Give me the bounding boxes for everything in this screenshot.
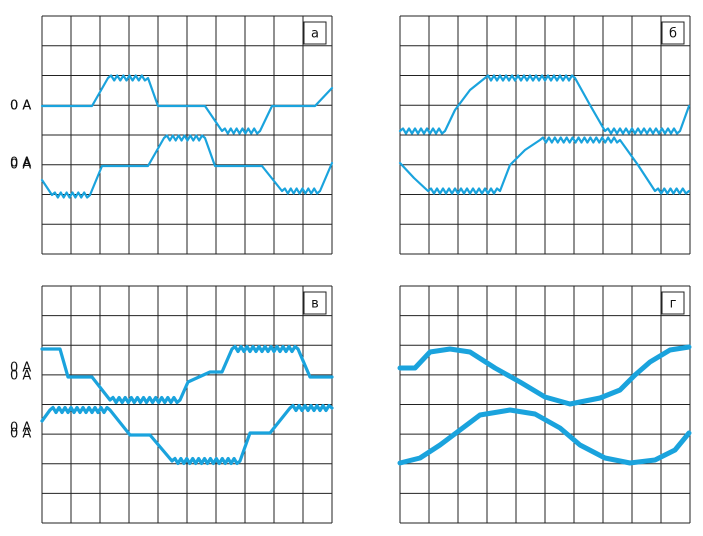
panel-label: в [311,297,319,312]
panel-label-box [303,21,327,45]
zero-label: 0 A [10,427,31,442]
panel-label: б [669,27,677,42]
panel-label-box [661,291,685,315]
scope-panel: а 0 A 0 A [10,15,334,255]
zero-label: 0 A [10,158,31,173]
waveform [398,136,691,195]
waveform [397,344,692,407]
zero-label: 0 A [10,99,31,114]
zero-label: 0 A [10,421,31,436]
waveform [398,74,691,135]
waveform [40,403,334,466]
panel-label-box [303,291,327,315]
waveform [40,344,334,405]
panel-label: а [311,27,319,42]
zero-label: 0 A [10,99,31,114]
waveform [397,407,692,466]
zero-label: 0 A [10,361,31,376]
scope-panel: б 0 A 0 A [10,15,691,255]
zero-label: 0 A [10,156,31,171]
panel-label-box [661,21,685,45]
waveform [40,74,334,135]
scope-panel: г0 A0 A [10,285,692,524]
panel-label: г [670,297,677,312]
scope-panel: в0 A0 A [10,285,334,524]
waveform [40,134,334,199]
zero-label: 0 A [10,369,31,384]
